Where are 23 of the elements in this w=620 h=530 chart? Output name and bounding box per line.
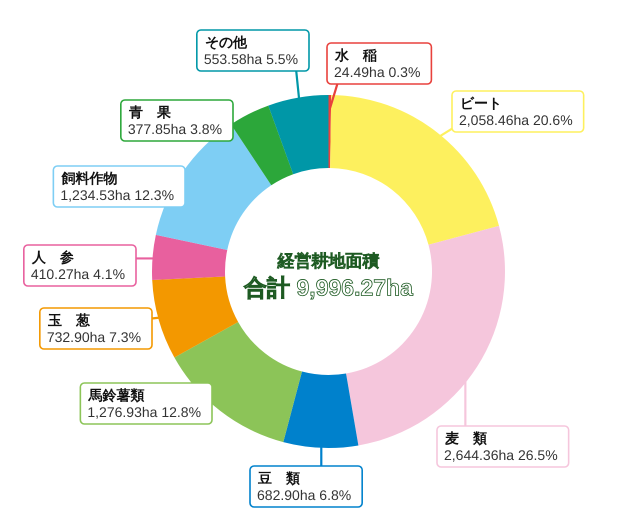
data-label: 2,058.46ha 20.6% <box>459 112 573 128</box>
text: 合計 9,996.27ha <box>243 274 414 300</box>
data-label: 2,644.36ha 26.5% <box>444 447 558 463</box>
slice-label: 水 稲 <box>334 47 377 63</box>
slice-label: ビート <box>460 95 502 111</box>
data-label: 682.90ha 6.8% <box>257 487 352 503</box>
slice-label: 麦 類 <box>444 430 487 446</box>
slice-label: 青 果 <box>128 104 172 120</box>
data-label: 24.49ha 0.3% <box>334 64 420 80</box>
data-label: 1,276.93ha 12.8% <box>87 404 202 420</box>
slice-label: 玉 葱 <box>46 312 91 328</box>
slice-label: 豆 類 <box>257 470 300 486</box>
slice-label: その他 <box>204 34 248 50</box>
data-label: 410.27ha 4.1% <box>30 266 126 282</box>
data-label: 553.58ha 5.5% <box>204 51 298 67</box>
slice-label: 人 参 <box>30 249 74 265</box>
slice-label: 馬鈴薯類 <box>87 387 144 403</box>
data-label: 377.85ha 3.8% <box>128 121 222 137</box>
data-label: 1,234.53ha 12.3% <box>60 187 174 203</box>
slice-label: 飼料作物 <box>60 170 118 186</box>
text: 経営耕地面積 <box>276 252 380 270</box>
donut-slice <box>152 276 238 358</box>
data-label: 732.90ha 7.3% <box>46 329 142 345</box>
